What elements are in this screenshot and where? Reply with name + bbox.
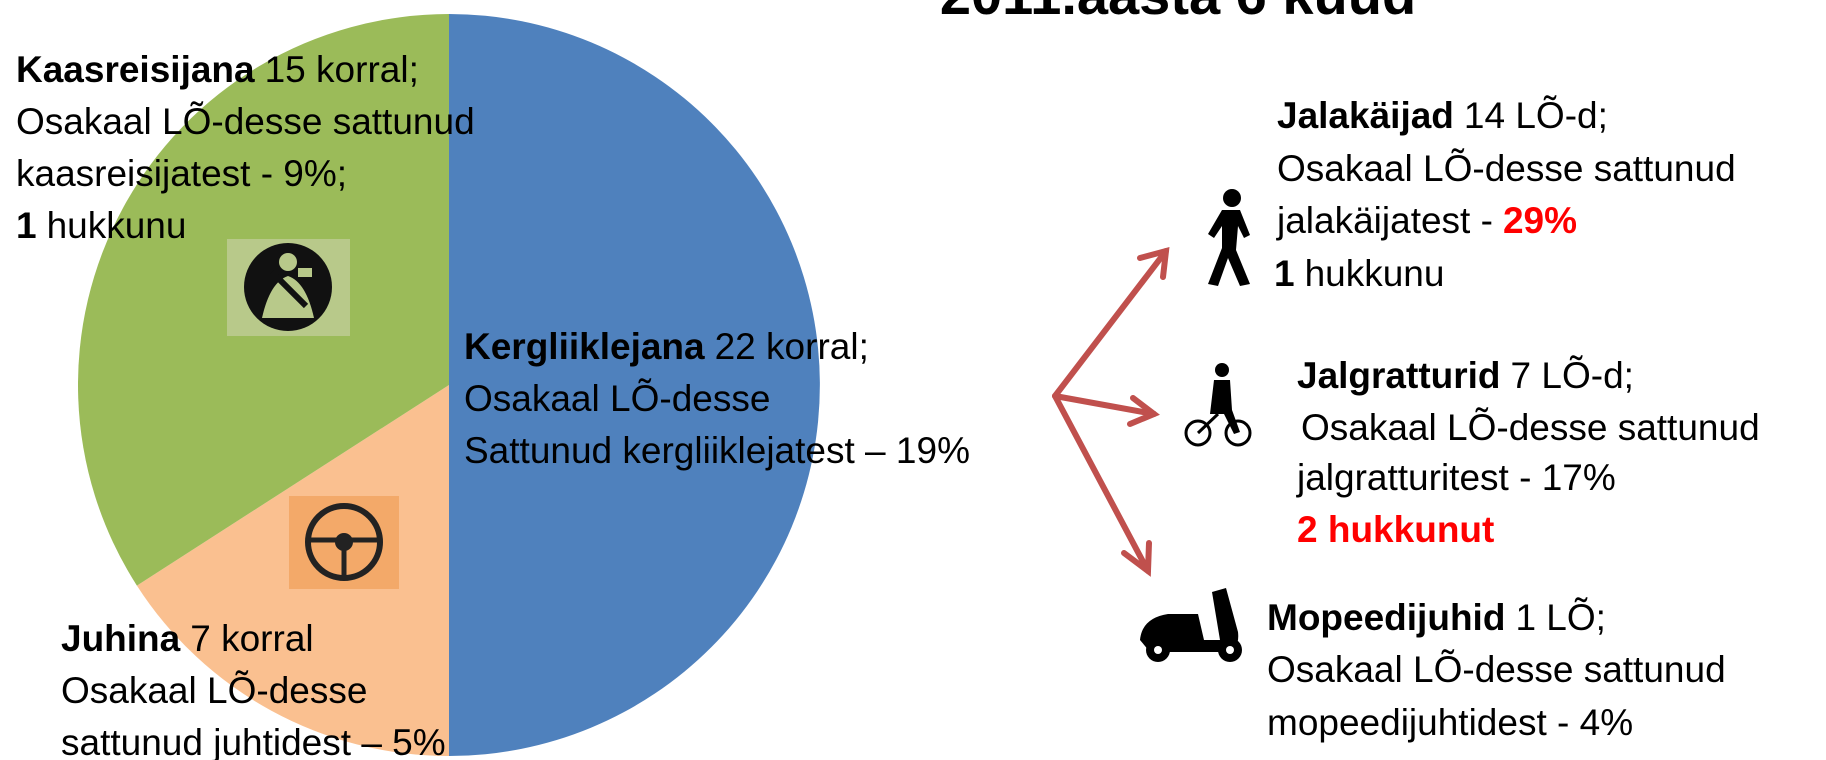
slice-label-line: Osakaal LÕ-desse sattunud [16,101,475,142]
seatbelt-icon [227,239,350,336]
scooter-icon [1140,588,1242,662]
cyclist-icon [1184,363,1252,447]
text-segment: hukkunu [47,205,187,246]
category-name: Kergliiklejana [464,326,705,367]
breakdown-line: Osakaal LÕ-desse sattunud [1267,649,1726,690]
text-segment: 1 [16,205,37,246]
breakdown-line: Osakaal LÕ-desse sattunud [1277,148,1736,189]
breakdown-line: Jalakäijad 14 LÕ-d; [1277,95,1608,136]
breakdown-line: jalakäijatest -29% [1276,200,1577,241]
text-segment: Osakaal LÕ-desse sattunud [1301,407,1760,448]
category-name: Kaasreisijana [16,49,255,90]
text-segment: Osakaal LÕ-desse [61,670,367,711]
text-segment: 14 LÕ-d; [1464,95,1608,136]
text-segment: jalgratturitest - 17% [1296,457,1616,498]
slice-label-line: Osakaal LÕ-desse [464,378,770,419]
text-segment: 1 LÕ; [1515,597,1606,638]
slice-label-line: Sattunud kergliiklejatest – 19% [464,430,970,471]
text-segment: Jalakäijad [1277,95,1454,136]
text-segment: Osakaal LÕ-desse sattunud [1267,649,1726,690]
breakdown-line: 1 hukkunu [1274,253,1444,294]
text-segment: 2 hukkunut [1297,509,1494,550]
text-segment: hukkunu [1305,253,1445,294]
text-segment: 29% [1503,200,1577,241]
breakdown-line: jalgratturitest - 17% [1296,457,1616,498]
value-label: 15 korral; [265,49,419,90]
text-segment: Jalgratturid [1297,355,1501,396]
slice-label-line: 1 hukkunu [16,205,186,246]
breakdown-line: mopeedijuhtidest - 4% [1267,702,1633,743]
pie-slice [449,14,820,756]
slice-label: Juhina 7 korral [61,618,314,659]
pedestrian-icon [1208,189,1250,286]
text-segment: kaasreisijatest - 9%; [16,153,347,194]
text-segment: Osakaal LÕ-desse sattunud [1277,148,1736,189]
category-name: Juhina [61,618,181,659]
text-segment: Osakaal LÕ-desse sattunud [16,101,475,142]
steering-wheel-icon [289,496,399,589]
breakdown-line: Osakaal LÕ-desse sattunud [1301,407,1760,448]
text-segment: sattunud juhtidest – 5% [61,722,446,760]
breakdown-line: Jalgratturid 7 LÕ-d; [1297,355,1634,396]
value-label: 22 korral; [715,326,869,367]
text-segment: 1 [1274,253,1295,294]
slice-label: Kaasreisijana 15 korral; [16,49,419,90]
slice-label-line: sattunud juhtidest – 5% [61,722,446,760]
text-segment: jalakäijatest - [1276,200,1493,241]
text-segment: Mopeedijuhid [1267,597,1505,638]
slide-title: 2011.aasta 6 kuud [940,0,1416,26]
arrows [1052,246,1170,577]
slice-label: Kergliiklejana 22 korral; [464,326,869,367]
text-segment: Sattunud kergliiklejatest – 19% [464,430,970,471]
value-label: 7 korral [190,618,313,659]
breakdown-line: 2 hukkunut [1297,509,1494,550]
text-segment: mopeedijuhtidest - 4% [1267,702,1633,743]
slice-label-line: Osakaal LÕ-desse [61,670,367,711]
breakdown-line: Mopeedijuhid 1 LÕ; [1267,597,1606,638]
text-segment: Osakaal LÕ-desse [464,378,770,419]
slice-label-line: kaasreisijatest - 9%; [16,153,347,194]
text-segment: 7 LÕ-d; [1511,355,1634,396]
